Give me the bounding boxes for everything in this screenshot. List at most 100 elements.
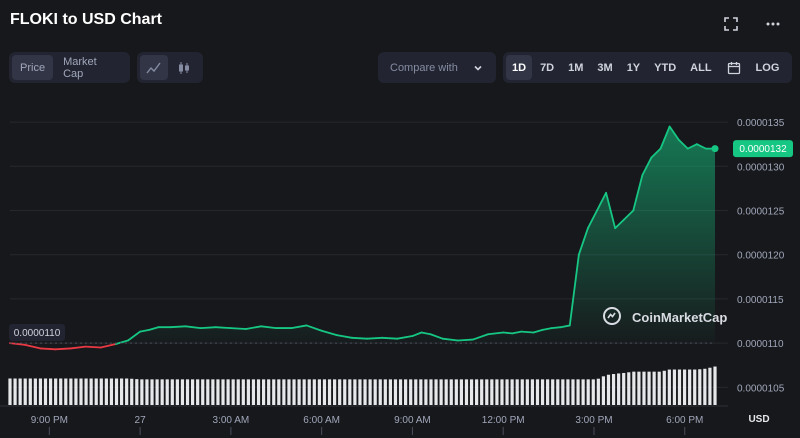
y-axis: 0.0000135 0.0000130 0.0000125 0.0000120 0.00… — [737, 118, 785, 394]
volume-bar — [581, 379, 585, 405]
price-line-segment — [39, 347, 57, 351]
volume-bar — [353, 379, 357, 405]
market-cap-tab[interactable]: Market Cap — [63, 55, 97, 80]
price-line-segment — [411, 331, 423, 337]
more-horizontal-icon[interactable] — [764, 15, 782, 33]
range-1d[interactable]: 1D — [506, 55, 533, 80]
price-line-segment — [577, 227, 589, 256]
y-tick-label: 0.0000125 — [737, 207, 785, 218]
volume-bar — [388, 379, 392, 405]
price-line-segment — [305, 324, 323, 332]
volume-bar — [566, 379, 570, 405]
price-line-segment — [214, 326, 232, 329]
volume-bar — [125, 378, 129, 405]
volume-bar — [216, 379, 220, 405]
volume-bar — [135, 379, 139, 405]
price-line-segment — [245, 325, 263, 330]
volume-bar — [33, 378, 37, 405]
volume-bar — [13, 378, 17, 405]
volume-bar — [333, 379, 337, 405]
volume-bar — [429, 379, 433, 405]
fullscreen-icon[interactable] — [722, 15, 740, 33]
volume-bar — [363, 379, 367, 405]
volume-bar — [246, 379, 250, 405]
price-line-segment — [320, 329, 338, 337]
volume-bar — [520, 379, 524, 405]
volume-bar — [535, 379, 540, 405]
volume-bar — [373, 379, 377, 405]
price-line-segment — [54, 347, 72, 351]
price-line-segment — [335, 334, 353, 339]
price-line-segment — [659, 125, 671, 150]
y-tick-label: 0.0000120 — [737, 251, 785, 262]
volume-bar — [459, 379, 464, 405]
range-3m[interactable]: 3M — [597, 61, 613, 74]
volume-bar — [74, 378, 78, 405]
y-tick-label: 0.0000115 — [737, 295, 784, 306]
volume-bar — [256, 379, 261, 405]
y-tick-label: 0.0000130 — [737, 162, 785, 173]
range-7d[interactable]: 7D — [540, 61, 555, 74]
price-line-segment — [229, 327, 247, 330]
volume-bar — [180, 379, 185, 405]
volume-bar — [79, 378, 83, 405]
volume-bar — [576, 379, 580, 405]
chart-style-toggle — [137, 52, 203, 83]
volume-bar — [657, 371, 661, 405]
volume-bar — [652, 371, 656, 405]
volume-bar — [480, 379, 484, 405]
volume-bar — [383, 379, 387, 405]
range-all[interactable]: ALL — [690, 61, 712, 74]
price-tab[interactable]: Price — [12, 55, 54, 80]
volume-bar — [267, 379, 271, 405]
volume-bar — [277, 379, 281, 405]
range-1y[interactable]: 1Y — [626, 61, 641, 74]
price-line-segment — [260, 325, 278, 329]
log-scale-button[interactable]: LOG — [755, 61, 780, 74]
volume-bar — [297, 379, 301, 405]
calendar-button[interactable] — [720, 55, 748, 80]
volume-bar — [272, 379, 276, 405]
volume-bar — [546, 379, 550, 405]
price-line-segment — [520, 330, 535, 334]
volume-bar — [338, 379, 342, 405]
volume-bar — [434, 379, 438, 405]
price-line-segment — [366, 336, 384, 340]
price-line-segment — [148, 326, 160, 331]
volume-bar — [99, 378, 103, 405]
volume-bar — [556, 379, 560, 405]
line-chart-button[interactable] — [140, 55, 168, 80]
price-line-segment — [441, 337, 459, 342]
volume-bar — [104, 378, 108, 405]
volume-bar — [495, 379, 499, 405]
volume-bar — [54, 378, 58, 405]
candlestick-button[interactable] — [170, 55, 198, 80]
compare-dropdown[interactable]: Compare with — [378, 52, 496, 83]
volume-bar — [500, 379, 504, 405]
volume-bar — [632, 371, 636, 405]
volume-bar — [693, 369, 697, 405]
volume-bar — [160, 379, 164, 405]
volume-bar — [307, 379, 311, 405]
volume-bar — [282, 379, 286, 405]
volume-bar — [130, 378, 134, 405]
volume-bar — [591, 379, 595, 405]
price-line-segment — [69, 345, 87, 350]
volume-bar — [175, 379, 179, 405]
price-line-segment — [396, 335, 414, 340]
price-line-segment — [677, 138, 689, 150]
volume-bar — [241, 379, 245, 405]
x-tick-label: 27 — [135, 415, 147, 426]
line-chart-icon — [146, 62, 161, 73]
x-axis: 9:00 PM 27 3:00 AM 6:00 AM 9:00 AM 12:00 PM 3:… — [0, 405, 728, 435]
volume-bar — [368, 379, 372, 405]
volume-bar — [64, 378, 68, 405]
range-ytd[interactable]: YTD — [654, 61, 677, 74]
volume-bar — [505, 379, 509, 405]
volume-bar — [28, 378, 32, 405]
volume-bar — [226, 379, 230, 405]
volume-bar — [358, 379, 362, 405]
volume-bar — [439, 379, 443, 405]
range-1m[interactable]: 1M — [568, 61, 584, 74]
